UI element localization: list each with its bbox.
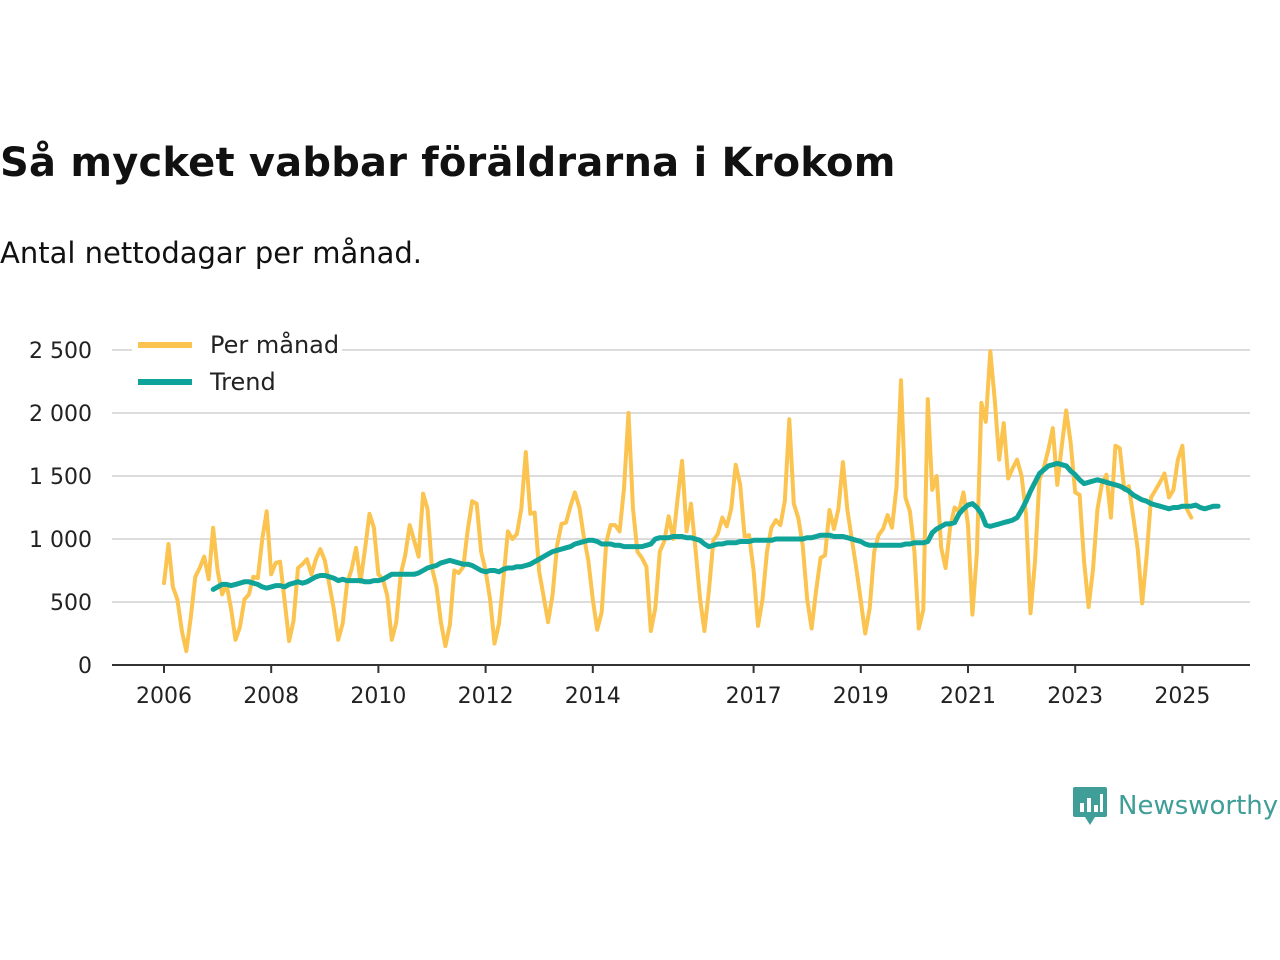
x-tick-label-2006: 2006 xyxy=(136,684,192,709)
y-tick-label-500: 500 xyxy=(50,591,92,616)
x-tick-label-2021: 2021 xyxy=(940,684,996,709)
chart-title: Så mycket vabbar föräldrarna i Krokom xyxy=(0,140,896,186)
newsworthy-logo-icon xyxy=(1073,787,1107,825)
x-tick-label-2025: 2025 xyxy=(1154,684,1210,709)
x-tick-label-2010: 2010 xyxy=(350,684,406,709)
y-tick-label-2500: 2 500 xyxy=(29,339,92,364)
series-lines xyxy=(162,349,1221,654)
legend-label-trend: Trend xyxy=(209,368,276,396)
x-tick-label-2008: 2008 xyxy=(243,684,299,709)
x-tick-label-2023: 2023 xyxy=(1047,684,1103,709)
x-tick-label-2012: 2012 xyxy=(458,684,514,709)
y-tick-label-0: 0 xyxy=(78,654,92,679)
series-line-per-manad xyxy=(162,349,1194,654)
line-chart: 0 500 1 000 1 500 2 000 2 500 2006 2008 2010 201… xyxy=(29,330,1250,709)
legend-label-per-manad: Per månad xyxy=(210,330,339,359)
y-axis-ticks: 0 500 1 000 1 500 2 000 2 500 xyxy=(29,339,92,679)
x-tick-label-2019: 2019 xyxy=(833,684,889,709)
x-tick-label-2014: 2014 xyxy=(565,684,621,709)
series-line-trend xyxy=(210,460,1221,592)
brand-logo: Newsworthy xyxy=(1072,785,1278,827)
y-tick-label-1500: 1 500 xyxy=(29,465,92,490)
x-axis-ticks: 2006 2008 2010 2012 2014 2017 2019 2021 2023 2025 xyxy=(136,665,1210,709)
chart-subtitle: Antal nettodagar per månad. xyxy=(0,236,423,270)
y-tick-label-1000: 1 000 xyxy=(29,528,92,553)
x-tick-label-2017: 2017 xyxy=(726,684,782,709)
y-tick-label-2000: 2 000 xyxy=(29,402,92,427)
brand-name: Newsworthy xyxy=(1118,791,1279,821)
legend: Per månad Trend xyxy=(132,330,342,404)
